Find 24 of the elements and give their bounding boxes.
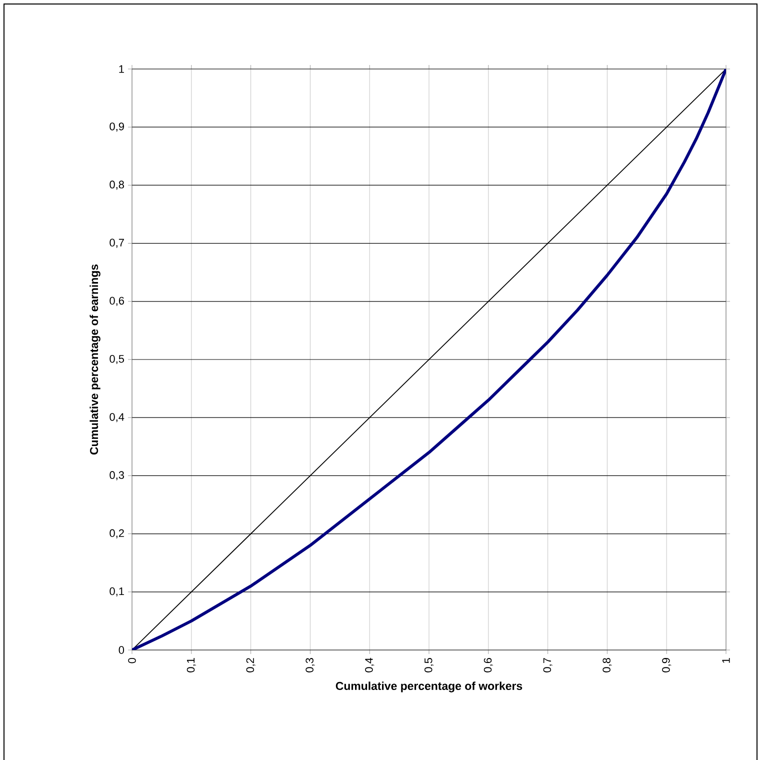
- x-tick-label: 0,6: [484, 658, 493, 672]
- x-axis-title: Cumulative percentage of workers: [336, 682, 522, 692]
- x-tick-label: 0,8: [602, 658, 612, 672]
- x-tick-label: 0,1: [186, 658, 196, 672]
- x-tick-label: 0: [128, 658, 136, 664]
- y-tick-label: 0,8: [110, 180, 124, 190]
- x-tick-label: 0,7: [543, 658, 552, 672]
- x-tick-label: 0,2: [246, 658, 256, 672]
- y-axis-title: Cumulative percentage of earnings: [90, 264, 100, 455]
- x-tick-label: 0,3: [306, 658, 315, 672]
- x-tick-label: 0,5: [424, 658, 434, 672]
- y-tick-label: 0,2: [110, 529, 124, 538]
- y-tick-label: 1: [119, 65, 124, 73]
- y-tick-label: 0,6: [110, 296, 124, 306]
- y-tick-label: 0,1: [110, 587, 124, 596]
- x-tick-label: 1: [722, 658, 730, 663]
- y-tick-label: 0,3: [110, 471, 124, 480]
- y-tick-label: 0,4: [110, 413, 124, 422]
- y-tick-label: 0: [118, 646, 124, 654]
- y-tick-label: 0,5: [110, 354, 124, 364]
- x-tick-label: 0,4: [365, 658, 374, 672]
- y-tick-label: 0,9: [110, 122, 124, 132]
- x-tick-label: 0,9: [662, 658, 672, 672]
- y-tick-label: 0,7: [110, 238, 124, 248]
